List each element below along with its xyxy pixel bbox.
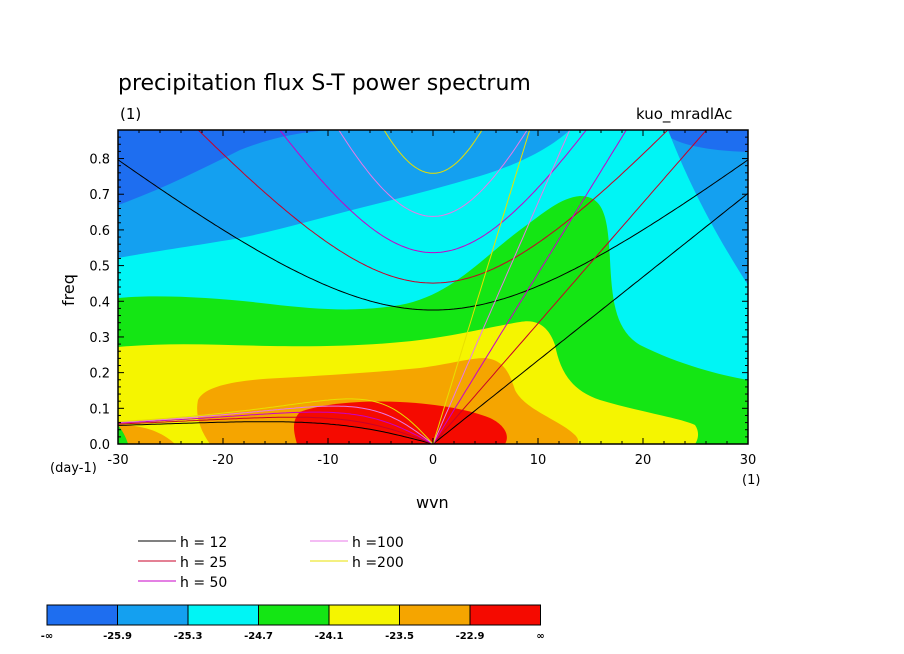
rossby-wave-curve (118, 421, 434, 444)
colorbar-swatch (469, 604, 541, 626)
subtitle-left: (1) (120, 105, 141, 123)
inertia-gravity-curve (279, 130, 587, 254)
rossby-wave-curve (118, 416, 434, 444)
y-tick-label: 0.4 (89, 295, 110, 310)
x-tick-label: 0 (429, 453, 437, 468)
y-tick-label: 0.7 (89, 188, 110, 203)
kelvin-wave-curve (432, 130, 708, 444)
kelvin-wave-curve (432, 192, 748, 444)
inertia-gravity-curve (338, 130, 528, 217)
colorbar-swatch (328, 604, 400, 626)
band-level-7 (293, 401, 507, 444)
y-tick-label: 0.2 (89, 367, 110, 382)
x-unit-label: (1) (742, 473, 760, 488)
dispersion-legend: h = 12 h = 25 h = 50 h =100 h =200 (138, 535, 404, 591)
y-tick-label: 0.0 (89, 438, 110, 453)
colorbar-swatch (46, 604, 118, 626)
x-tick-label: -20 (212, 453, 233, 468)
colorbar-level-label: -∞ (41, 631, 53, 642)
rossby-wave-curve (118, 398, 434, 444)
rossby-wave-curve (118, 405, 434, 444)
x-tick-label: -30 (107, 453, 128, 468)
colorbar-swatch (117, 604, 189, 626)
x-tick-label: 10 (530, 453, 547, 468)
legend-entry-label: h = 12 (180, 535, 227, 551)
inertia-gravity-curve (383, 130, 483, 174)
kelvin-wave-curve (432, 130, 571, 444)
legend-entry-label: h = 50 (180, 575, 227, 591)
y-tick-label: 0.5 (89, 260, 110, 275)
colorbar-level-label: -24.7 (244, 631, 273, 642)
chart-title: precipitation flux S-T power spectrum (118, 71, 531, 96)
dispersion-curves (118, 130, 748, 444)
inertia-gravity-curve (197, 130, 669, 284)
colorbar-level-label: -23.5 (385, 631, 414, 642)
colorbar-level-label: -25.9 (103, 631, 132, 642)
legend-entry-label: h = 25 (180, 555, 227, 571)
legend-entry-label: h =200 (352, 555, 404, 571)
axis-ticks: -30 -20 -10 0 10 20 30 0.0 0.1 0.2 0.3 0.4 0.5 0.6 0.7… (89, 129, 757, 468)
plot-area (118, 130, 748, 444)
inertia-gravity-curve (118, 159, 748, 311)
colorbar-level-label: -25.3 (174, 631, 203, 642)
legend-entry-label: h =100 (352, 535, 404, 551)
kelvin-wave-curve (432, 130, 531, 444)
y-unit-label: (day-1) (50, 461, 97, 476)
colorbar-level-label: -22.9 (456, 631, 485, 642)
colorbar-level-label: ∞ (536, 631, 544, 642)
y-tick-label: 0.3 (89, 331, 110, 346)
kelvin-wave-curve (432, 130, 627, 444)
colorbar-level-label: -24.1 (315, 631, 344, 642)
y-tick-label: 0.8 (89, 153, 110, 168)
x-axis-label: wvn (416, 493, 449, 512)
x-tick-label: -10 (317, 453, 338, 468)
rossby-wave-curve (118, 411, 434, 444)
colorbar: -∞ -25.9 -25.3 -24.7 -24.1 -23.5 -22.9 ∞ (41, 604, 545, 642)
y-tick-label: 0.6 (89, 224, 110, 239)
subtitle-right: kuo_mradlAc (636, 105, 732, 124)
x-tick-label: 30 (740, 453, 757, 468)
colorbar-swatch (187, 604, 259, 626)
x-tick-label: 20 (635, 453, 652, 468)
colorbar-swatch (258, 604, 330, 626)
y-axis-label: freq (59, 274, 78, 306)
y-tick-label: 0.1 (89, 402, 110, 417)
colorbar-swatch (399, 604, 471, 626)
